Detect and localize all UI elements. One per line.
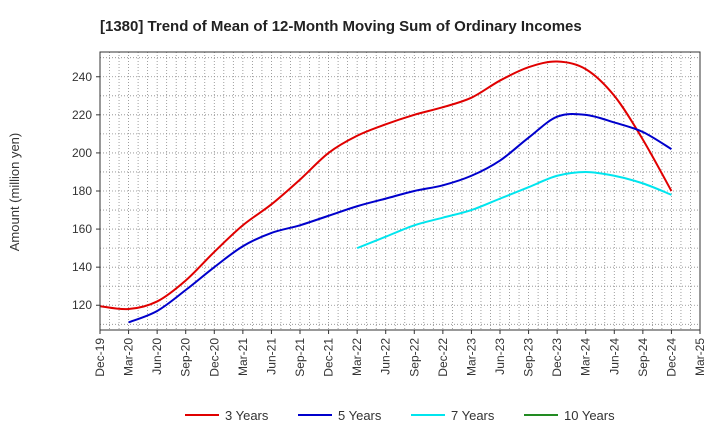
x-tick-label: Mar-23 <box>464 338 478 376</box>
x-tick-label: Mar-20 <box>122 338 136 376</box>
x-tick-label: Dec-20 <box>207 338 221 377</box>
x-tick-label: Sep-23 <box>522 338 536 377</box>
y-axis-label: Amount (million yen) <box>7 133 22 252</box>
x-tick-label: Jun-21 <box>264 338 278 375</box>
chart-title: [1380] Trend of Mean of 12-Month Moving … <box>100 18 582 35</box>
x-tick-label: Jun-22 <box>379 338 393 375</box>
y-tick-label: 200 <box>72 146 92 160</box>
x-tick-label: Dec-19 <box>93 338 107 377</box>
y-tick-label: 160 <box>72 222 92 236</box>
legend-label-5-years: 5 Years <box>338 408 382 423</box>
x-tick-label: Jun-20 <box>150 338 164 375</box>
y-tick-label: 140 <box>72 260 92 274</box>
y-tick-label: 120 <box>72 298 92 312</box>
y-tick-label: 220 <box>72 108 92 122</box>
legend-label-7-years: 7 Years <box>451 408 495 423</box>
x-tick-label: Dec-24 <box>664 338 678 377</box>
x-tick-label: Sep-21 <box>293 338 307 377</box>
x-tick-label: Dec-23 <box>550 338 564 377</box>
series-line-7-years <box>356 170 672 250</box>
x-tick-label: Dec-22 <box>436 338 450 377</box>
x-tick-label: Mar-22 <box>350 338 364 376</box>
x-tick-label: Mar-25 <box>693 338 707 376</box>
plot-area: 120 140 160 180 200 220 240 Dec-19 Mar-20 Jun-20 S… <box>72 51 707 377</box>
x-tick-label: Mar-21 <box>236 338 250 376</box>
y-tick-label: 180 <box>72 184 92 198</box>
x-tick-label: Sep-20 <box>179 338 193 377</box>
x-tick-label: Sep-24 <box>636 338 650 377</box>
plot-frame <box>99 51 701 331</box>
legend: 3 Years 5 Years 7 Years 10 Years <box>185 408 615 423</box>
series-line-3-years <box>99 60 673 311</box>
legend-label-10-years: 10 Years <box>564 408 615 423</box>
legend-label-3-years: 3 Years <box>225 408 269 423</box>
x-tick-label: Dec-21 <box>322 338 336 377</box>
x-tick-label: Jun-23 <box>493 338 507 375</box>
y-tick-label: 240 <box>72 70 92 84</box>
x-tick-label: Sep-22 <box>407 338 421 377</box>
x-tick-label: Mar-24 <box>579 338 593 376</box>
x-tick-label: Jun-24 <box>607 338 621 375</box>
series-line-5-years <box>128 113 672 324</box>
